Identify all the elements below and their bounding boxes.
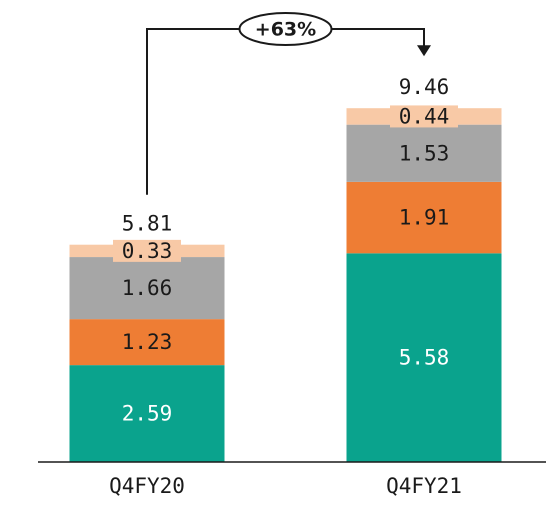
segment-label-segment-teal-1: 5.58: [399, 346, 450, 370]
bar-segment-teal-0: [69, 365, 225, 462]
segment-label-segment-peach-0: 0.33: [122, 239, 173, 263]
growth-arrow-head: [417, 45, 431, 57]
growth-badge: [238, 12, 333, 46]
segment-label-segment-teal-0: 2.59: [122, 402, 173, 426]
segment-label-segment-orange-0: 1.23: [122, 330, 173, 354]
bar-total-label-1: 9.46: [399, 75, 450, 99]
bar-segment-teal-1: [346, 253, 502, 462]
segment-label-segment-orange-1: 1.91: [399, 206, 450, 230]
segment-label-segment-gray-1: 1.53: [399, 141, 450, 165]
bar-segment-gray-1: [346, 124, 502, 182]
x-tick-label-1: Q4FY21: [386, 474, 462, 498]
growth-badge-label: +63%: [255, 19, 316, 41]
segment-label-bg-1: [390, 105, 458, 128]
segment-label-segment-gray-0: 1.66: [122, 276, 173, 300]
x-tick-label-0: Q4FY20: [109, 474, 185, 498]
bar-segment-orange-1: [346, 181, 502, 254]
bar-segment-gray-0: [69, 257, 225, 320]
segment-label-bg-0: [113, 239, 181, 262]
segment-label-segment-peach-1: 0.44: [399, 104, 450, 128]
bar-segment-orange-0: [69, 319, 225, 366]
bar-total-label-0: 5.81: [122, 212, 173, 236]
